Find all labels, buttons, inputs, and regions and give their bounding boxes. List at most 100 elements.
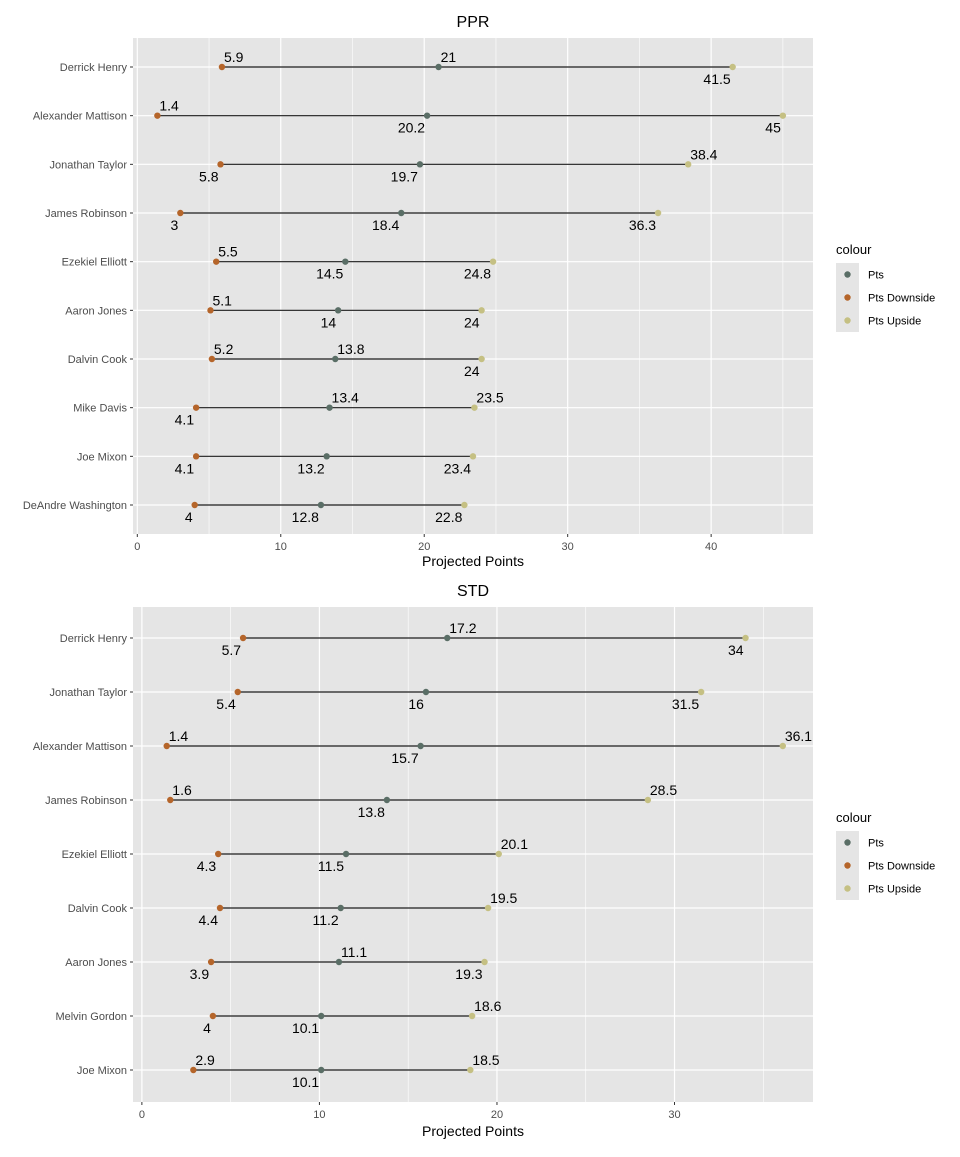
pts-downside-data-label: 2.9 [195, 1052, 215, 1068]
x-tick-label: 10 [313, 1109, 325, 1121]
pts-downside-point [177, 209, 184, 217]
pts-point [417, 742, 424, 750]
pts-upside-point [481, 958, 488, 966]
legend: colour Pts Pts Downside Pts Upside [836, 242, 935, 332]
pts-data-label: 11.2 [313, 912, 339, 928]
x-tick-label: 0 [139, 1109, 145, 1121]
y-tick-label: Derrick Henry [60, 62, 128, 74]
y-tick-label: James Robinson [45, 208, 127, 220]
pts-upside-point [484, 904, 492, 912]
pts-downside-point [215, 850, 222, 858]
pts-data-label: 17.2 [449, 620, 476, 636]
pts-upside-point [461, 501, 468, 509]
pts-downside-point [218, 63, 226, 71]
x-tick-label: 20 [418, 541, 430, 553]
pts-data-label: 16 [408, 696, 424, 712]
y-tick-label: DeAndre Washington [23, 500, 127, 512]
pts-data-label: 11.5 [318, 858, 344, 874]
pts-point [435, 63, 442, 71]
pts-point [398, 209, 405, 217]
pts-data-label: 15.7 [391, 750, 418, 766]
pts-downside-point [207, 958, 215, 966]
pts-upside-data-label: 19.5 [490, 890, 517, 906]
pts-downside-data-label: 5.5 [218, 244, 238, 260]
pts-data-label: 12.8 [292, 509, 319, 525]
y-tick-label: Dalvin Cook [68, 354, 128, 366]
y-tick-label: Alexander Mattison [33, 111, 127, 123]
pts-downside-point [208, 355, 216, 363]
pts-point [423, 112, 431, 119]
y-tick-label: Joe Mixon [77, 1065, 127, 1077]
pts-downside-data-label: 4.4 [199, 912, 219, 928]
legend: colour Pts Pts Downside Pts Upside [836, 810, 935, 900]
y-tick-label: James Robinson [45, 795, 127, 807]
x-tick-label: 30 [668, 1109, 680, 1121]
pts-upside-point [779, 112, 787, 119]
pts-upside-data-label: 31.5 [672, 696, 699, 712]
pts-point [317, 501, 325, 509]
y-tick-label: Aaron Jones [65, 957, 127, 969]
pts-upside-data-label: 41.5 [703, 71, 730, 87]
pts-point [335, 958, 343, 966]
pts-point [332, 355, 339, 363]
legend-label: Pts [868, 838, 884, 850]
legend-key-point [844, 839, 851, 846]
pts-upside-data-label: 23.5 [476, 390, 503, 406]
pts-point [342, 850, 350, 858]
pts-upside-data-label: 19.3 [455, 966, 482, 982]
pts-point [422, 688, 430, 696]
legend-key-point [844, 294, 851, 301]
pts-upside-point [779, 742, 787, 750]
pts-data-label: 20.2 [398, 120, 425, 136]
pts-point [317, 1012, 325, 1020]
legend-key-point [844, 885, 851, 892]
pts-upside-point [478, 307, 485, 314]
x-tick-label: 10 [275, 541, 287, 553]
pts-downside-data-label: 1.6 [172, 782, 192, 798]
legend-label: Pts [868, 270, 884, 282]
pts-downside-data-label: 4.1 [175, 412, 195, 428]
pts-point [416, 161, 424, 168]
pts-data-label: 13.8 [358, 804, 385, 820]
x-tick-label: 40 [705, 541, 717, 553]
chart-title: STD [457, 583, 489, 600]
pts-upside-point [495, 850, 502, 858]
pts-point [383, 796, 391, 804]
pts-data-label: 18.4 [372, 217, 399, 233]
pts-upside-point [478, 355, 485, 363]
x-tick-label: 30 [562, 541, 574, 553]
legend-label: Pts Downside [868, 861, 935, 873]
y-tick-label: Joe Mixon [77, 451, 127, 463]
pts-downside-point [209, 1012, 217, 1020]
y-tick-label: Melvin Gordon [55, 1011, 127, 1023]
y-tick-label: Mike Davis [73, 403, 127, 415]
pts-downside-data-label: 5.9 [224, 49, 244, 65]
y-tick-label: Alexander Mattison [33, 741, 127, 753]
x-axis-label: Projected Points [422, 1123, 524, 1139]
pts-downside-point [239, 634, 247, 642]
pts-upside-point [654, 209, 662, 217]
y-tick-label: Jonathan Taylor [50, 159, 128, 171]
legend-key-point [844, 862, 851, 869]
pts-upside-data-label: 36.1 [785, 728, 812, 744]
legend-key-point [844, 317, 851, 324]
pts-data-label: 14.5 [316, 266, 343, 282]
legend-title: colour [836, 242, 872, 257]
pts-downside-point [154, 112, 161, 119]
pts-upside-data-label: 34 [728, 642, 744, 658]
pts-downside-point [192, 404, 200, 411]
pts-data-label: 13.2 [297, 460, 324, 476]
pts-data-label: 11.1 [341, 944, 367, 960]
pts-upside-point [742, 634, 749, 642]
legend-title: colour [836, 810, 872, 825]
pts-upside-data-label: 24.8 [464, 266, 491, 282]
pts-data-label: 10.1 [292, 1020, 319, 1036]
pts-data-label: 13.8 [337, 341, 364, 357]
pts-downside-data-label: 1.4 [159, 98, 179, 114]
pts-point [323, 453, 330, 460]
pts-downside-point [213, 258, 220, 265]
pts-upside-point [684, 161, 692, 168]
pts-upside-point [489, 258, 497, 265]
y-tick-label: Derrick Henry [60, 633, 128, 645]
